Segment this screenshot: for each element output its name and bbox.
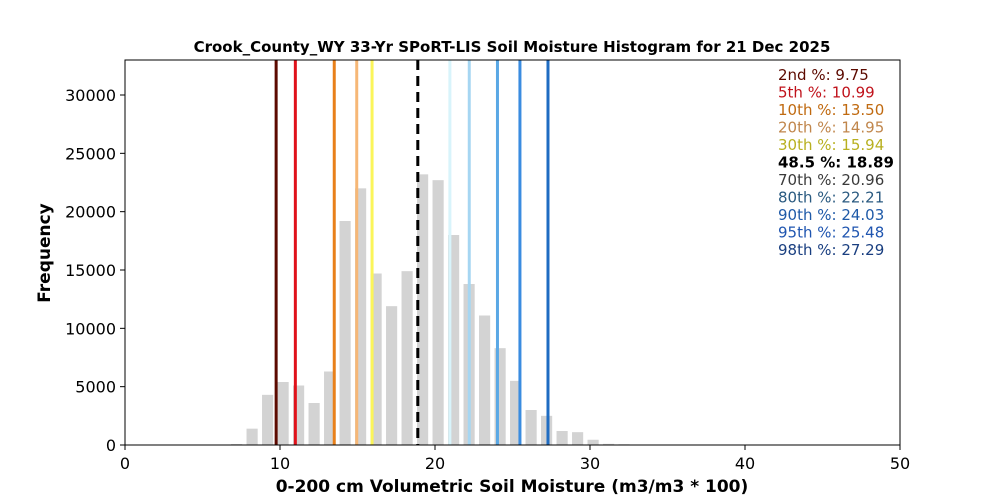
y-tick-label: 15000 bbox=[65, 261, 116, 280]
legend-entry: 70th %: 20.96 bbox=[778, 171, 884, 189]
histogram-bar bbox=[246, 428, 258, 445]
percentile-lines bbox=[274, 60, 550, 445]
x-tick-label: 50 bbox=[890, 454, 910, 473]
histogram-bar bbox=[479, 315, 491, 445]
histogram-bar bbox=[308, 403, 320, 445]
histogram-bar bbox=[587, 439, 599, 445]
legend-entry: 90th %: 24.03 bbox=[778, 206, 884, 224]
x-axis-label: 0-200 cm Volumetric Soil Moisture (m3/m3… bbox=[276, 477, 749, 497]
histogram-bar bbox=[432, 180, 444, 446]
histogram-bar bbox=[277, 382, 289, 445]
y-tick-label: 0 bbox=[106, 436, 116, 455]
legend-entry: 48.5 %: 18.89 bbox=[778, 154, 894, 172]
legend-entry: 10th %: 13.50 bbox=[778, 101, 884, 119]
y-tick-label: 30000 bbox=[65, 86, 116, 105]
histogram-bar bbox=[525, 410, 537, 445]
chart-title: Crook_County_WY 33-Yr SPoRT-LIS Soil Moi… bbox=[194, 38, 831, 56]
histogram-bar bbox=[448, 235, 460, 445]
histogram-bar bbox=[556, 431, 568, 445]
histogram-bar bbox=[417, 174, 429, 445]
y-tick-label: 25000 bbox=[65, 144, 116, 163]
histogram-bar bbox=[494, 348, 506, 445]
x-tick-label: 10 bbox=[270, 454, 290, 473]
y-axis-label: Frequency bbox=[35, 203, 55, 303]
legend-entry: 30th %: 15.94 bbox=[778, 136, 884, 154]
x-axis-ticks: 0 10 20 30 40 50 bbox=[120, 445, 910, 473]
legend-entry: 2nd %: 9.75 bbox=[778, 66, 869, 84]
x-tick-label: 30 bbox=[580, 454, 600, 473]
histogram-bars bbox=[231, 174, 646, 446]
legend-entry: 98th %: 27.29 bbox=[778, 241, 884, 259]
histogram-bar bbox=[262, 394, 274, 445]
x-tick-label: 20 bbox=[425, 454, 445, 473]
legend-entry: 5th %: 10.99 bbox=[778, 84, 875, 102]
histogram-bar bbox=[293, 385, 305, 445]
y-axis-ticks: 0 5000 10000 15000 20000 25000 30000 bbox=[65, 86, 125, 455]
histogram-bar bbox=[603, 443, 615, 445]
x-tick-label: 0 bbox=[120, 454, 130, 473]
histogram-bar bbox=[386, 306, 398, 445]
y-tick-label: 5000 bbox=[75, 378, 116, 397]
histogram-bar bbox=[339, 221, 351, 445]
x-tick-label: 40 bbox=[735, 454, 755, 473]
histogram-bar bbox=[510, 380, 522, 445]
histogram-bar bbox=[401, 271, 413, 445]
histogram-bar bbox=[324, 371, 336, 445]
legend-entry: 95th %: 25.48 bbox=[778, 224, 884, 242]
y-tick-label: 10000 bbox=[65, 319, 116, 338]
histogram-bar bbox=[370, 273, 382, 445]
histogram-bar bbox=[355, 188, 367, 445]
legend-entry: 20th %: 14.95 bbox=[778, 119, 884, 137]
y-tick-label: 20000 bbox=[65, 203, 116, 222]
histogram-bar bbox=[572, 432, 584, 445]
plot-frame bbox=[124, 59, 901, 446]
legend-entry: 80th %: 22.21 bbox=[778, 189, 884, 207]
